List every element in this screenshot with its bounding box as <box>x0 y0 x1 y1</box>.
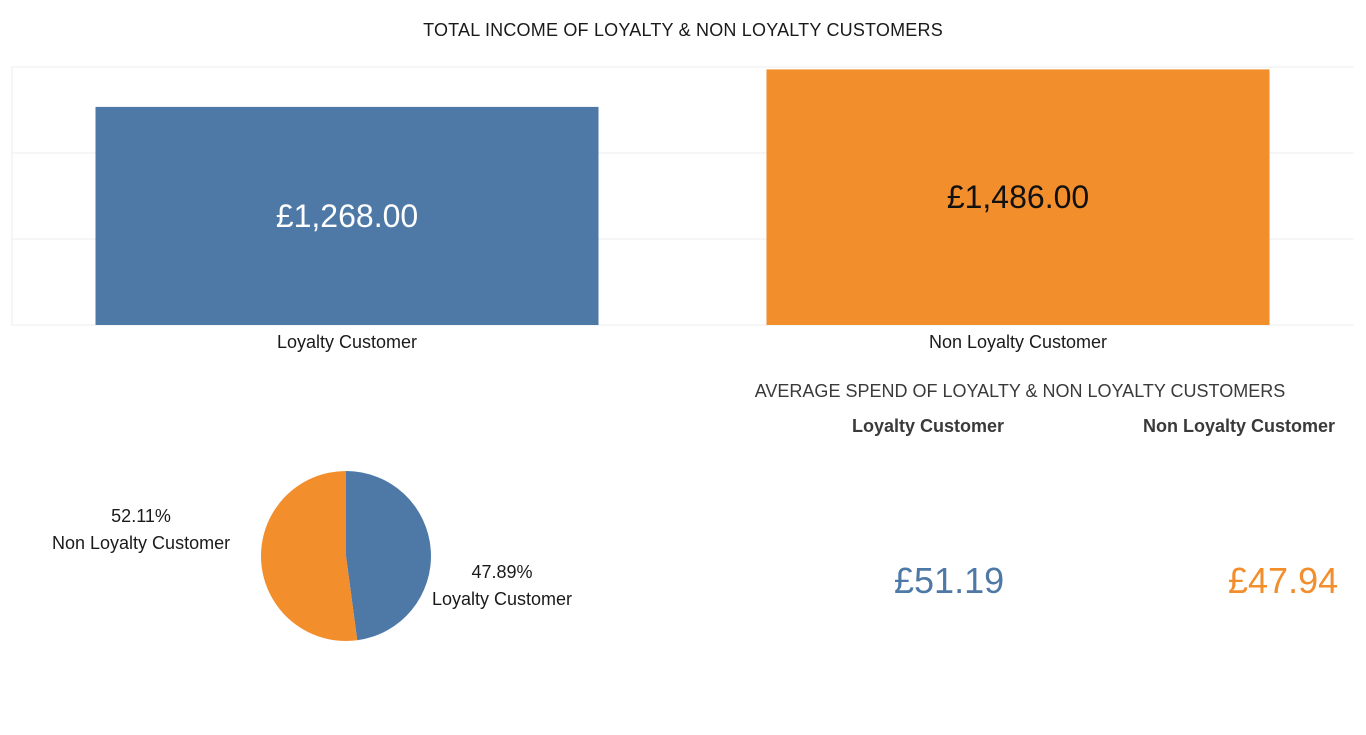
bar-chart-title: TOTAL INCOME OF LOYALTY & NON LOYALTY CU… <box>423 20 943 40</box>
bar-loyalty <box>95 106 599 326</box>
pie-slice-loyalty <box>346 471 432 641</box>
average-spend-title: AVERAGE SPEND OF LOYALTY & NON LOYALTY C… <box>754 381 1286 401</box>
average-header-non-loyalty: Non Loyalty Customer <box>1143 416 1336 436</box>
bar-series: £1,268.00 £1,486.00 <box>95 69 1270 326</box>
bar-category-label-loyalty: Loyalty Customer <box>276 332 418 352</box>
share-pie-chart <box>261 471 432 641</box>
average-value-loyalty: £51.19 <box>894 560 1005 601</box>
average-header-loyalty: Loyalty Customer <box>852 416 1005 436</box>
pie-label-non-loyalty: 52.11% Non Loyalty Customer <box>52 503 230 557</box>
pie-percent-loyalty: 47.89% <box>471 562 533 582</box>
pie-category-loyalty: Loyalty Customer <box>432 589 573 609</box>
pie-slice-non-loyalty <box>261 471 358 641</box>
income-bar-chart: £1,268.00 £1,486.00 <box>11 66 1354 326</box>
bar-data-label-loyalty: £1,268.00 <box>276 198 418 234</box>
pie-category-non-loyalty: Non Loyalty Customer <box>52 533 231 553</box>
pie-label-loyalty: 47.89% Loyalty Customer <box>432 559 572 613</box>
pie-percent-non-loyalty: 52.11% <box>111 506 171 526</box>
bar-data-label-non-loyalty: £1,486.00 <box>947 179 1089 215</box>
average-value-non-loyalty: £47.94 <box>1228 560 1339 601</box>
bar-non-loyalty <box>766 69 1270 326</box>
bar-category-label-non-loyalty: Non Loyalty Customer <box>928 332 1108 352</box>
